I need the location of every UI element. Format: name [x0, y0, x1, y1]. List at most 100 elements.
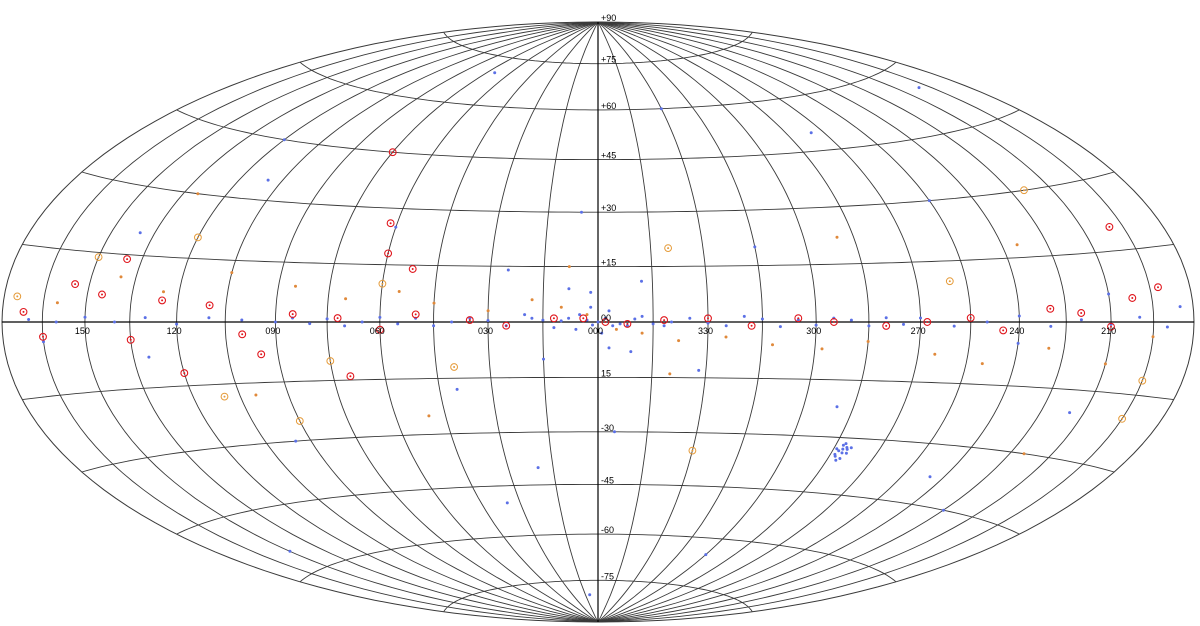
blue-point: [849, 446, 853, 450]
lon-tick-label: 270: [911, 326, 926, 336]
red-circle-marker-center: [1110, 325, 1112, 328]
blue-point: [928, 475, 932, 479]
red-circle-marker: [999, 326, 1008, 335]
blue-point: [640, 314, 644, 318]
lon-tick-label: 090: [265, 326, 280, 336]
red-circle-marker: [411, 310, 420, 319]
lon-tick-label: 030: [478, 326, 493, 336]
blue-point: [659, 107, 663, 111]
blue-point: [1049, 324, 1053, 328]
red-circle-marker-center: [552, 317, 555, 320]
blue-point: [450, 320, 454, 324]
orange-point: [254, 393, 258, 397]
red-circle-marker-center: [604, 321, 607, 323]
red-circle-marker: [1077, 309, 1086, 317]
blue-point: [607, 346, 611, 350]
blue-point: [670, 320, 673, 324]
orange-circle-marker: [13, 292, 22, 301]
blue-point: [308, 322, 312, 326]
blue-point: [704, 553, 708, 557]
lat-tick-label: -60: [601, 525, 614, 535]
orange-circle-marker: [945, 277, 954, 286]
red-circle-marker-center: [885, 324, 888, 327]
red-circle-marker-center: [1080, 312, 1083, 314]
red-circle-marker-center: [42, 335, 44, 338]
red-circle-marker: [502, 321, 511, 330]
blue-point: [505, 501, 509, 505]
orange-circle-marker-center: [329, 360, 332, 362]
orange-point: [820, 347, 824, 351]
red-circle-marker-center: [129, 338, 132, 341]
blue-point: [941, 508, 945, 512]
blue-point: [927, 199, 931, 203]
orange-circle-marker-center: [298, 420, 301, 422]
red-circle-marker: [19, 307, 28, 316]
lat-tick-label: +15: [601, 258, 616, 268]
blue-point: [607, 309, 611, 313]
red-circle-marker-center: [241, 333, 244, 336]
orange-circle-marker: [688, 446, 697, 455]
red-circle-marker-center: [750, 324, 753, 327]
orange-circle-marker: [664, 244, 672, 253]
data-points: [13, 71, 1182, 597]
blue-point: [778, 325, 782, 329]
blue-point: [640, 279, 643, 283]
orange-circle-marker: [94, 253, 103, 262]
red-circle-marker-center: [797, 317, 800, 320]
blue-point: [486, 319, 490, 322]
red-circle-marker-center: [389, 222, 392, 225]
orange-circle-marker-center: [16, 295, 19, 298]
orange-circle-marker: [194, 233, 202, 242]
blue-point: [591, 323, 594, 327]
red-circle-marker-center: [391, 151, 394, 154]
blue-point: [541, 318, 545, 322]
orange-point: [196, 192, 200, 196]
orange-point: [559, 305, 563, 309]
orange-point: [640, 331, 644, 335]
red-circle-marker-center: [414, 313, 417, 316]
orange-circle-marker: [1020, 186, 1028, 195]
blue-point: [697, 368, 701, 372]
lon-tick-label: 240: [1009, 326, 1024, 336]
orange-circle-marker-center: [97, 256, 100, 259]
red-circle-marker-center: [1131, 297, 1134, 299]
orange-circle-marker-center: [223, 395, 226, 398]
blue-point: [1079, 318, 1083, 322]
blue-point: [1165, 325, 1169, 329]
red-circle-marker-center: [379, 328, 381, 331]
blue-point: [1178, 305, 1182, 309]
red-circle-marker: [704, 314, 712, 323]
blue-point: [542, 357, 545, 361]
blue-point: [613, 430, 616, 434]
lon-tick-label: 330: [698, 326, 713, 336]
blue-point: [240, 318, 244, 322]
blue-point: [844, 451, 848, 455]
red-circle-marker-center: [582, 317, 585, 320]
red-circle-marker-center: [208, 304, 211, 307]
red-circle-marker: [98, 290, 106, 299]
blue-point: [724, 324, 728, 328]
red-circle-marker: [39, 332, 47, 341]
red-circle-marker: [882, 321, 891, 330]
orange-point: [1151, 335, 1155, 339]
blue-point: [596, 320, 600, 324]
blue-point: [662, 324, 666, 328]
orange-circle-marker-center: [1023, 189, 1025, 192]
orange-circle-marker-center: [453, 366, 456, 368]
orange-point: [397, 290, 401, 293]
blue-point: [651, 322, 655, 326]
blue-point: [580, 210, 583, 214]
orange-point: [530, 298, 534, 302]
red-circle-marker: [923, 318, 932, 326]
blue-point: [618, 322, 622, 326]
blue-point: [468, 316, 472, 320]
orange-point: [668, 372, 672, 376]
red-circle-marker-center: [101, 293, 103, 296]
orange-point: [1103, 362, 1107, 366]
orange-point: [614, 327, 618, 331]
orange-circle-marker-center: [1121, 417, 1124, 420]
blue-point: [42, 340, 45, 344]
red-circle-marker-center: [832, 321, 835, 323]
red-circle-marker: [601, 318, 610, 326]
orange-circle-marker-center: [667, 247, 670, 250]
